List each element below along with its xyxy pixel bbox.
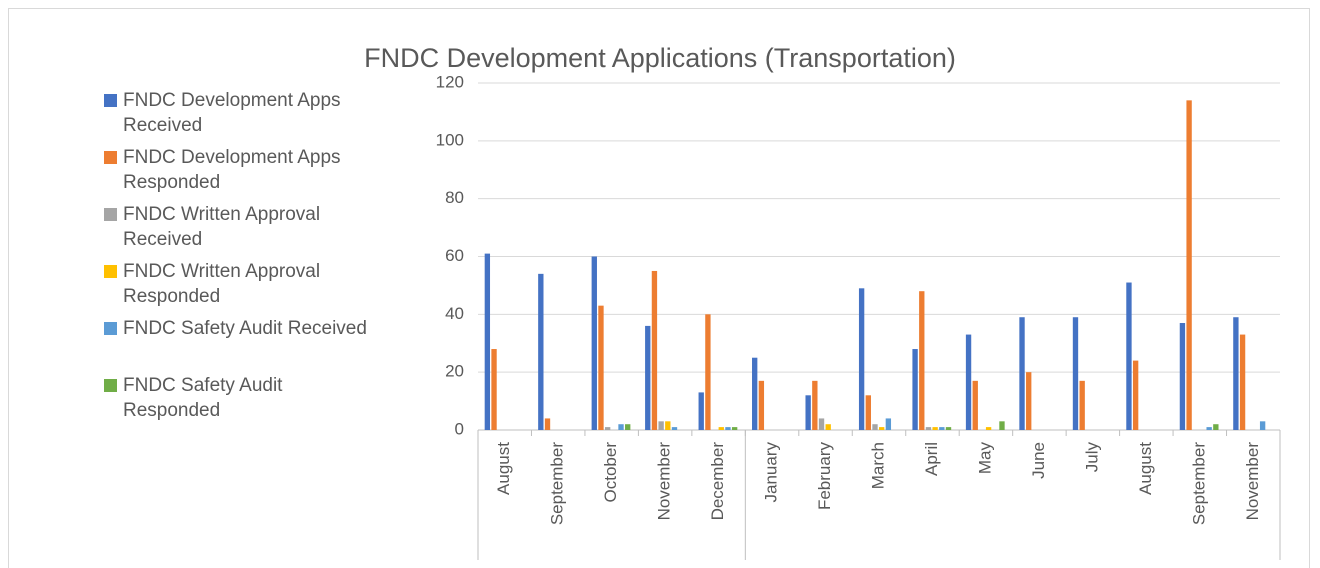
bar (1019, 317, 1025, 430)
bar (651, 270, 658, 430)
x-tick-label: December (708, 442, 727, 521)
y-tick-label: 120 (436, 72, 464, 91)
bar (1239, 334, 1246, 430)
bar (919, 291, 925, 430)
bar (965, 334, 972, 430)
x-tick-label: June (1029, 442, 1048, 479)
bar (618, 424, 624, 430)
x-tick-label: August (1136, 442, 1155, 495)
legend-item: FNDC Written Approval Responded (104, 259, 394, 316)
bar (879, 427, 885, 430)
bar (604, 427, 611, 430)
bar (598, 305, 604, 430)
bar (932, 427, 938, 430)
bar (1186, 100, 1192, 430)
y-tick-label: 40 (445, 304, 464, 323)
bar (865, 395, 871, 430)
y-tick-label: 20 (445, 362, 464, 381)
bar (698, 392, 704, 430)
legend-swatch (104, 208, 117, 221)
bar (671, 427, 678, 430)
legend-swatch (104, 94, 117, 107)
legend-item: FNDC Safety Audit Responded (104, 373, 394, 430)
bar (725, 427, 731, 430)
legend-swatch (104, 265, 117, 278)
legend-item: FNDC Written Approval Received (104, 202, 394, 259)
legend-label: FNDC Safety Audit Received (123, 318, 367, 339)
bar (939, 427, 945, 430)
bar (858, 288, 865, 430)
legend-swatch (104, 379, 117, 392)
legend-label: FNDC Written Approval Responded (123, 261, 321, 307)
bar (752, 357, 758, 430)
bar (912, 349, 918, 430)
bar (985, 427, 992, 430)
bar (591, 256, 597, 430)
bar (731, 427, 738, 430)
bar (925, 427, 932, 430)
bar (538, 273, 544, 430)
bar (645, 325, 651, 430)
bar (625, 424, 631, 430)
x-tick-label: April (922, 442, 941, 476)
bar (484, 253, 491, 430)
bar (1206, 427, 1212, 430)
bar (972, 380, 978, 430)
legend-item: FNDC Safety Audit Received (104, 316, 394, 373)
legend: FNDC Development Apps Received FNDC Devel… (104, 88, 394, 430)
x-tick-label: May (975, 442, 994, 475)
y-tick-label: 0 (455, 419, 464, 438)
bar (1132, 360, 1139, 430)
x-tick-label: September (548, 442, 567, 525)
bar (805, 395, 811, 430)
bar (812, 380, 818, 430)
bar (885, 418, 892, 430)
x-tick-label: October (601, 442, 620, 503)
bar (818, 418, 825, 430)
bar (1213, 424, 1219, 430)
legend-label: FNDC Development Apps Responded (123, 147, 341, 193)
bar (1179, 323, 1186, 430)
x-tick-label: July (1082, 442, 1101, 473)
bar (999, 421, 1005, 430)
x-tick-label: January (762, 442, 781, 503)
x-tick-label: February (815, 442, 834, 511)
chart-title: FNDC Development Applications (Transport… (364, 43, 956, 73)
x-tick-label: November (1243, 442, 1262, 521)
x-tick-label: August (494, 442, 513, 495)
bar (705, 314, 711, 430)
bar (1079, 380, 1085, 430)
bar (718, 427, 724, 430)
bar (945, 427, 952, 430)
bar (665, 421, 671, 430)
legend-swatch (104, 322, 117, 335)
legend-swatch (104, 151, 117, 164)
legend-label: FNDC Written Approval Received (123, 204, 321, 250)
bar (825, 424, 831, 430)
x-tick-label: September (1189, 442, 1208, 525)
chart-frame (8, 8, 1310, 568)
x-tick-label: March (868, 442, 887, 489)
bar (758, 380, 765, 430)
bar (1126, 282, 1132, 430)
y-tick-label: 60 (445, 246, 464, 265)
legend-label: FNDC Development Apps Received (123, 90, 341, 136)
x-tick-label: November (655, 442, 674, 521)
bar (1259, 421, 1266, 430)
bar (1072, 317, 1079, 430)
y-tick-label: 80 (445, 188, 464, 207)
y-tick-label: 100 (436, 130, 464, 149)
legend-item: FNDC Development Apps Received (104, 88, 394, 145)
legend-label: FNDC Safety Audit Responded (123, 375, 283, 421)
bar (658, 421, 664, 430)
bar (1233, 317, 1239, 430)
legend-item: FNDC Development Apps Responded (104, 145, 394, 202)
bar (1026, 372, 1032, 430)
bar (544, 418, 551, 430)
bar (872, 424, 878, 430)
bar (491, 349, 497, 430)
